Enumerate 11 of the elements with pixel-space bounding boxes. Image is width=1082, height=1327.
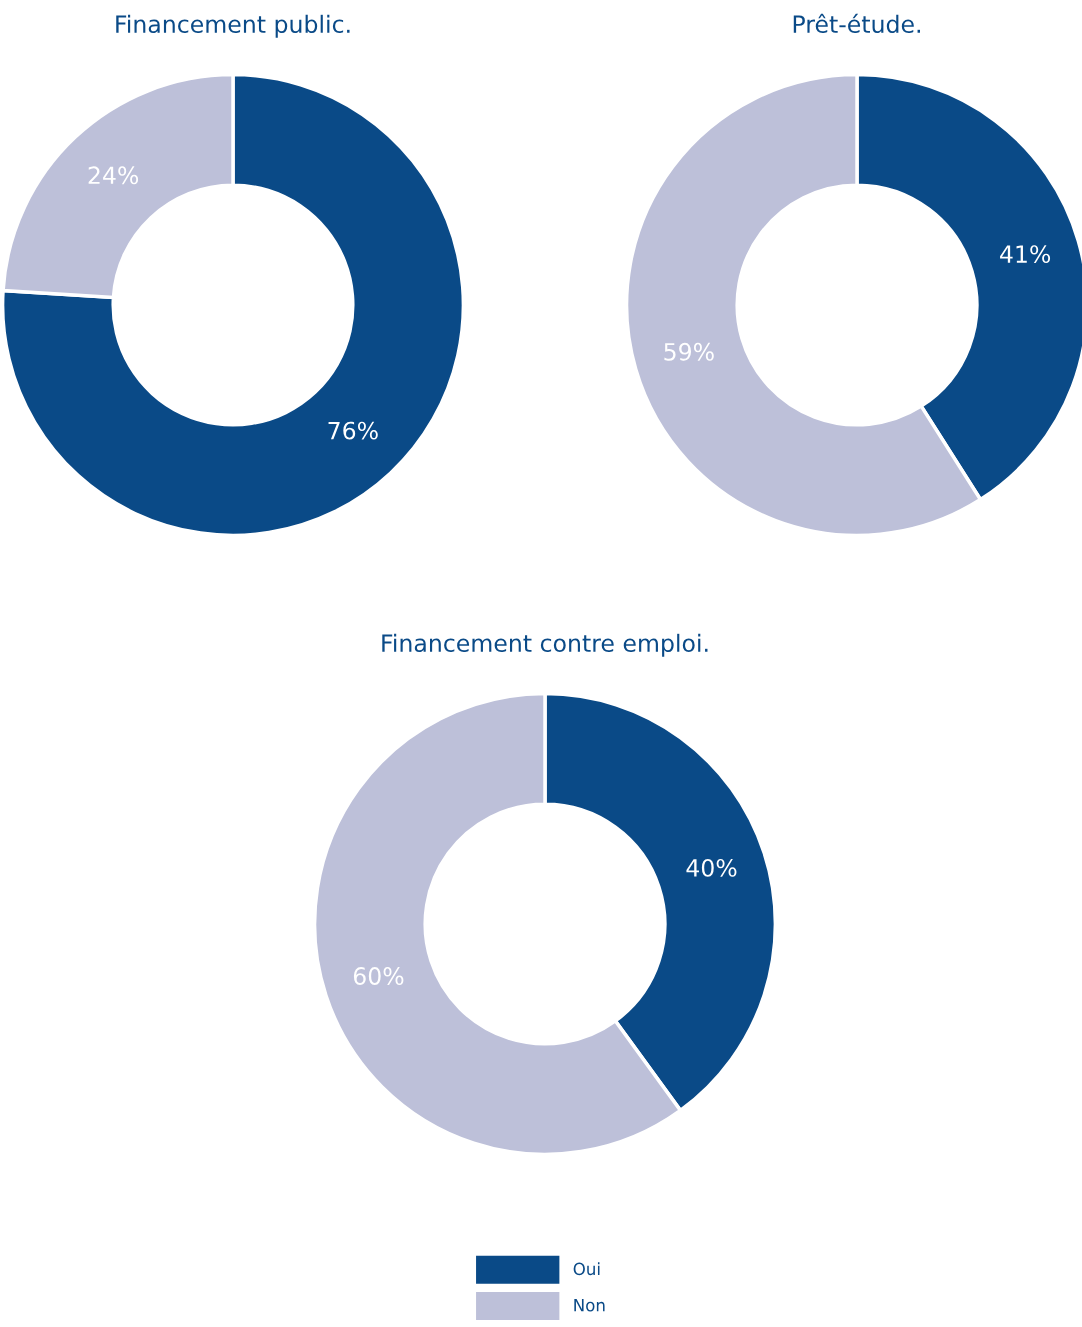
data-label: 40% (686, 858, 737, 877)
data-label: 60% (353, 967, 404, 985)
data-label: 59% (664, 342, 714, 361)
chart-title: Prêt-étude. (793, 13, 920, 34)
legend-label: Non (574, 1299, 605, 1312)
data-label: 24% (88, 166, 139, 185)
chart-title: Financement public. (116, 14, 350, 38)
chart-title: Financement contre emploi. (382, 633, 708, 657)
legend-label: Oui (573, 1262, 600, 1276)
data-label: 41% (1000, 245, 1051, 263)
data-label: 76% (328, 421, 378, 440)
